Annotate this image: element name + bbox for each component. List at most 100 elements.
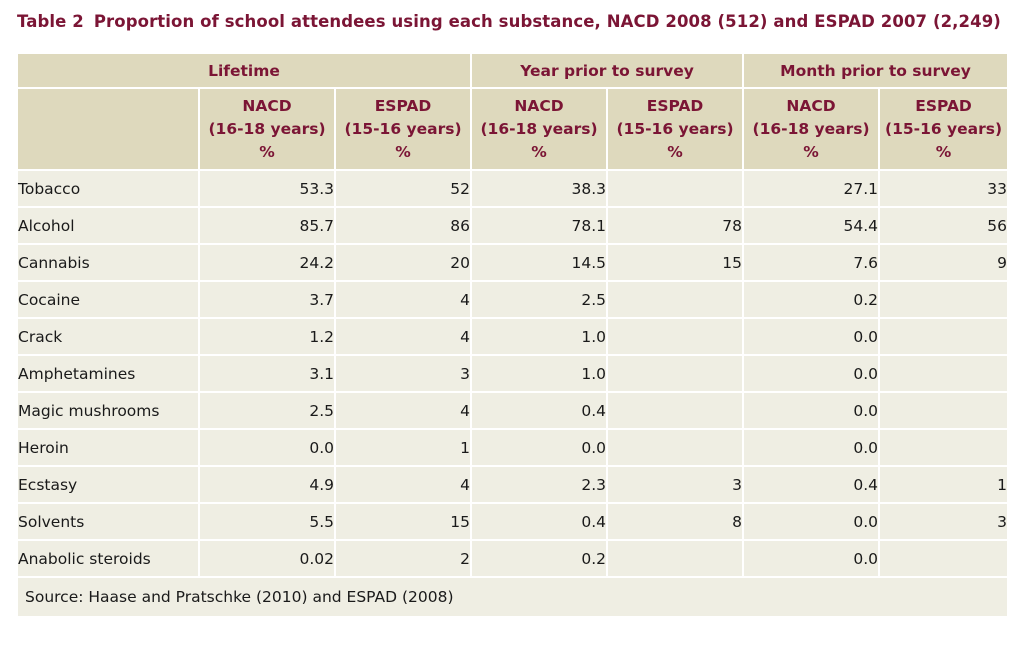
table-caption: Table 2 Proportion of school attendees us… [17,12,1001,31]
value-cell: 5.5 [198,502,336,541]
value-cell: 0.4 [470,502,609,541]
value-cell [878,280,1010,319]
value-cell [606,317,745,356]
value-cell: 24.2 [198,243,336,282]
value-cell: 53.3 [198,169,336,208]
substance-label: Cocaine [16,280,200,319]
substance-use-table: Lifetime Year prior to survey Month prio… [15,52,1010,618]
value-cell: 85.7 [198,206,336,245]
value-cell [606,539,745,578]
value-cell: 4 [333,465,473,504]
column-unit: % [667,142,683,161]
value-cell: 56 [878,206,1010,245]
substance-label: Heroin [16,428,200,467]
value-cell [878,354,1010,393]
value-cell: 15 [606,243,745,282]
value-cell: 78 [606,206,745,245]
source-row: Source: Haase and Pratschke (2010) and E… [15,576,1010,618]
group-header-lifetime: Lifetime [15,52,473,89]
value-cell: 0.0 [742,354,881,393]
value-cell [606,280,745,319]
column-age-range: (16-18 years) [208,119,326,138]
value-cell: 20 [333,243,473,282]
value-cell: 15 [333,502,473,541]
column-age-range: (15-16 years) [344,119,462,138]
value-cell: 3 [606,465,745,504]
table-row: Alcohol 85.7 86 78.1 78 54.4 56 [16,206,1010,245]
value-cell: 3 [878,502,1010,541]
value-cell: 2.5 [198,391,336,430]
value-cell: 1 [333,428,473,467]
table-number: Table 2 [17,12,84,31]
value-cell: 3.1 [198,354,336,393]
table-row: Solvents 5.5 15 0.4 8 0.0 3 [16,502,1010,541]
table-row: Crack 1.2 4 1.0 0.0 [16,317,1010,356]
column-header-month-espad: ESPAD (15-16 years) % [878,87,1010,171]
column-header-year-espad: ESPAD (15-16 years) % [606,87,745,171]
value-cell [878,539,1010,578]
value-cell: 1 [878,465,1010,504]
value-cell [606,169,745,208]
value-cell: 54.4 [742,206,881,245]
substance-label: Tobacco [16,169,200,208]
group-header-month: Month prior to survey [742,52,1010,89]
value-cell: 3 [333,354,473,393]
value-cell: 1.2 [198,317,336,356]
value-cell: 0.0 [470,428,609,467]
value-cell: 38.3 [470,169,609,208]
value-cell [878,391,1010,430]
column-unit: % [803,142,819,161]
value-cell: 78.1 [470,206,609,245]
value-cell: 0.2 [470,539,609,578]
table-row: Cannabis 24.2 20 14.5 15 7.6 9 [16,243,1010,282]
value-cell: 14.5 [470,243,609,282]
column-unit: % [259,142,275,161]
value-cell [606,354,745,393]
column-age-range: (15-16 years) [616,119,734,138]
substance-label: Cannabis [16,243,200,282]
column-age-range: (15-16 years) [884,119,1003,138]
substance-label: Crack [16,317,200,356]
value-cell: 2.3 [470,465,609,504]
substance-label: Anabolic steroids [16,539,200,578]
value-cell: 33 [878,169,1010,208]
table-row: Ecstasy 4.9 4 2.3 3 0.4 1 [16,465,1010,504]
value-cell: 0.4 [470,391,609,430]
column-age-range: (16-18 years) [752,119,870,138]
substance-label: Ecstasy [16,465,200,504]
value-cell: 86 [333,206,473,245]
column-header-lifetime-nacd: NACD (16-18 years) % [198,87,336,171]
table-row: Magic mushrooms 2.5 4 0.4 0.0 [16,391,1010,430]
substance-label: Magic mushrooms [16,391,200,430]
value-cell: 0.0 [742,317,881,356]
value-cell: 4 [333,391,473,430]
column-survey: NACD [514,96,564,115]
substance-label: Solvents [16,502,200,541]
table-row: Amphetamines 3.1 3 1.0 0.0 [16,354,1010,393]
value-cell: 0.2 [742,280,881,319]
column-unit: % [531,142,547,161]
table-row: Cocaine 3.7 4 2.5 0.2 [16,280,1010,319]
column-unit: % [935,142,952,161]
table-row: Heroin 0.0 1 0.0 0.0 [16,428,1010,467]
group-header-year: Year prior to survey [470,52,745,89]
value-cell: 9 [878,243,1010,282]
table-row: Anabolic steroids 0.02 2 0.2 0.0 [16,539,1010,578]
column-unit: % [395,142,411,161]
value-cell: 2.5 [470,280,609,319]
value-cell [606,391,745,430]
value-cell: 0.02 [198,539,336,578]
value-cell: 0.0 [742,502,881,541]
value-cell: 4.9 [198,465,336,504]
group-header-row: Lifetime Year prior to survey Month prio… [15,52,1010,89]
column-header-lifetime-espad: ESPAD (15-16 years) % [333,87,473,171]
column-age-range: (16-18 years) [480,119,598,138]
value-cell: 7.6 [742,243,881,282]
value-cell: 27.1 [742,169,881,208]
value-cell: 4 [333,317,473,356]
value-cell: 0.0 [742,428,881,467]
value-cell: 8 [606,502,745,541]
substance-label: Amphetamines [16,354,200,393]
value-cell: 0.0 [198,428,336,467]
column-header-year-nacd: NACD (16-18 years) % [470,87,609,171]
